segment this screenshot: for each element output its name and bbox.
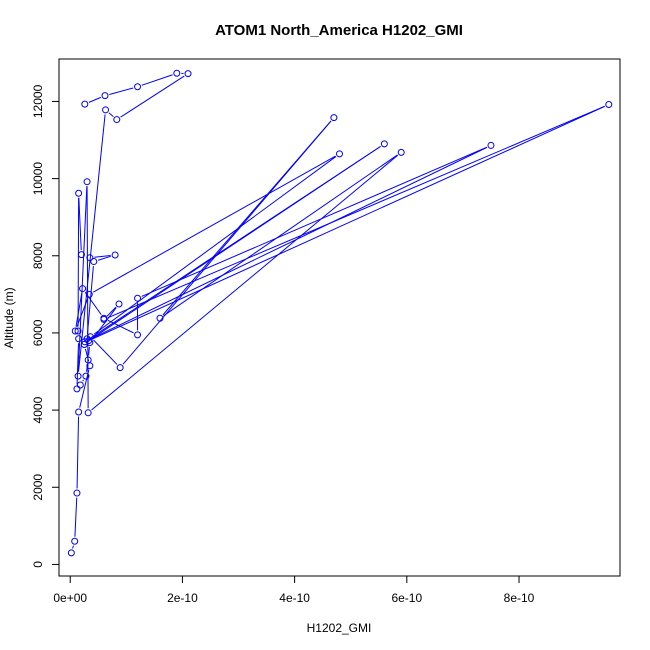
- data-point: [75, 408, 83, 416]
- x-axis-label: H1202_GMI: [307, 621, 372, 635]
- series-layer: [67, 69, 613, 557]
- series-line-segment: [93, 156, 337, 335]
- data-point: [85, 337, 93, 345]
- data-point: [85, 290, 93, 298]
- series-line-segment: [163, 154, 398, 317]
- y-tick-label: 0: [31, 561, 45, 568]
- data-point: [113, 116, 121, 124]
- y-axis: 0 2000 4000 6000 8000 10000 12000: [31, 84, 60, 568]
- data-point: [111, 251, 119, 259]
- y-tick-label: 10000: [31, 162, 45, 196]
- y-tick-label: 2000: [31, 474, 45, 501]
- data-point: [84, 409, 92, 417]
- x-tick-label: 6e-10: [391, 591, 422, 605]
- series-line-segment: [93, 339, 118, 365]
- series-line-segment: [76, 416, 80, 489]
- x-tick-label: 0e+00: [53, 591, 87, 605]
- x-tick-label: 2e-10: [167, 591, 198, 605]
- x-axis: 0e+00 2e-10 4e-10 6e-10 8e-10: [53, 575, 535, 605]
- series-line-segment: [88, 146, 488, 341]
- series-line-segment: [78, 114, 106, 372]
- data-point: [173, 69, 181, 77]
- x-tick-label: 8e-10: [504, 591, 535, 605]
- series-line-segment: [77, 186, 88, 372]
- data-point: [487, 141, 495, 149]
- data-point: [73, 489, 81, 497]
- data-point: [86, 333, 94, 341]
- data-point: [79, 285, 87, 293]
- data-point: [100, 314, 108, 322]
- series-line-segment: [109, 87, 134, 95]
- series-line-segment: [108, 112, 114, 118]
- series-line-segment: [141, 146, 488, 297]
- series-line-segment: [106, 306, 117, 317]
- data-point: [75, 189, 83, 197]
- series-line-segment: [77, 197, 80, 327]
- data-point: [134, 331, 142, 339]
- data-point: [83, 178, 91, 186]
- data-point: [336, 150, 343, 158]
- series-line-segment: [162, 120, 332, 316]
- data-point: [82, 372, 90, 380]
- data-point: [156, 314, 164, 322]
- data-point: [605, 101, 613, 109]
- series-line-segment: [75, 292, 83, 327]
- data-point: [86, 254, 94, 262]
- chart-title: ATOM1 North_America H1202_GMI: [215, 22, 463, 39]
- data-point: [74, 327, 82, 335]
- series-line-segment: [88, 347, 90, 356]
- data-point: [134, 294, 142, 302]
- data-point: [101, 92, 109, 100]
- data-point: [81, 338, 89, 346]
- y-tick-label: 6000: [31, 319, 45, 346]
- y-tick-label: 8000: [31, 242, 45, 269]
- data-point: [84, 356, 92, 364]
- series-line-segment: [74, 497, 78, 537]
- series-line-segment: [82, 379, 84, 382]
- data-point: [134, 83, 142, 91]
- series-line-segment: [107, 319, 134, 334]
- series-line-segment: [91, 154, 399, 411]
- series-line-segment: [79, 369, 90, 408]
- series-line-segment: [97, 255, 111, 261]
- data-point: [330, 114, 338, 122]
- data-point: [71, 327, 79, 335]
- data-point: [116, 364, 124, 372]
- data-point: [77, 251, 85, 259]
- series-line-segment: [72, 545, 74, 549]
- data-point: [380, 140, 388, 148]
- x-tick-label: 4e-10: [279, 591, 310, 605]
- data-point: [102, 106, 110, 114]
- y-tick-label: 4000: [31, 396, 45, 423]
- data-point: [397, 148, 405, 156]
- series-line-segment: [120, 75, 185, 118]
- data-point: [76, 381, 84, 389]
- series-line-segment: [92, 155, 336, 293]
- series-line-segment: [86, 364, 89, 372]
- data-point: [90, 258, 98, 266]
- y-tick-label: 12000: [31, 84, 45, 118]
- data-point: [74, 372, 82, 380]
- data-point: [81, 100, 89, 108]
- series-line-segment: [78, 197, 82, 251]
- series-line-segment: [76, 343, 79, 385]
- data-point: [75, 335, 83, 343]
- data-point: [115, 300, 123, 308]
- series-line-segment: [88, 96, 102, 103]
- series-line-segment: [141, 74, 173, 86]
- data-point: [71, 537, 79, 545]
- series-line-segment: [94, 254, 111, 258]
- y-axis-label: Altitude (m): [2, 287, 16, 348]
- data-point: [184, 70, 192, 78]
- data-point: [67, 549, 75, 557]
